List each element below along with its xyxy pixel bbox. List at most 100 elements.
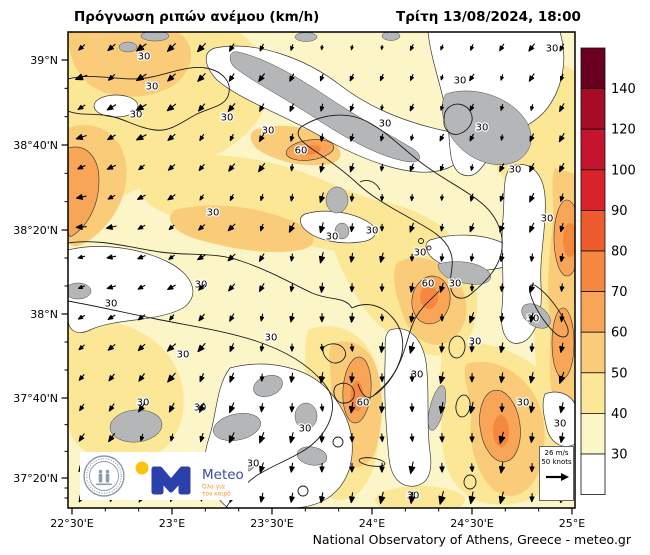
wind-arrow [137, 224, 146, 230]
wind-arrow [499, 342, 505, 353]
lon-tick-label: 23°E [159, 517, 185, 530]
wind-legend-speed-knots: 50 knots [541, 458, 572, 467]
wind-arrow [559, 432, 565, 443]
wind-arrow [319, 73, 325, 82]
wind-arrow [228, 73, 235, 82]
wind-arrow [558, 371, 566, 384]
wind-arrow [559, 103, 565, 112]
wind-arrow [198, 313, 205, 322]
wind-arrow [137, 343, 146, 352]
contour-label: 30 [379, 119, 392, 130]
wind-arrow [499, 163, 505, 173]
colorbar-cell [580, 47, 606, 89]
wind-arrow [106, 284, 117, 290]
wind-arrow [439, 313, 445, 322]
wind-arrow [439, 432, 445, 443]
lat-tick-label: 37°40'N [13, 392, 58, 405]
wind-arrow [289, 462, 295, 473]
wind-arrow [75, 224, 87, 230]
wind-arrow [529, 192, 535, 203]
wind-arrow [289, 73, 295, 82]
wind-arrow [500, 134, 504, 141]
lon-tick-label: 24°E [359, 517, 385, 530]
wind-arrow [438, 371, 446, 384]
wind-arrow [107, 314, 116, 320]
wind-arrow [136, 103, 147, 111]
wind-arrow [136, 43, 147, 52]
wind-arrow [319, 403, 325, 412]
wind-arrow [166, 343, 177, 352]
wind-arrow [470, 44, 474, 51]
wind-arrow [469, 133, 475, 142]
wind-arrow [469, 463, 475, 473]
wind-arrow [470, 164, 474, 171]
contour-label: 30 [105, 299, 118, 310]
wind-arrow [469, 253, 475, 262]
wind-arrow [319, 162, 325, 173]
wind-arrow [289, 372, 295, 383]
wind-arrow [107, 343, 116, 351]
wind-arrow [469, 103, 475, 112]
wind-arrow [169, 314, 175, 321]
wind-arrow [167, 133, 176, 141]
wind-arrow [319, 462, 325, 473]
wind-arrow [380, 104, 384, 111]
forecast-datetime: Τρίτη 13/08/2024, 18:00 [396, 9, 581, 25]
contour-label: 30 [407, 491, 420, 502]
wind-arrow [349, 433, 355, 443]
wind-arrow [558, 162, 565, 173]
wind-arrow [78, 433, 85, 442]
wind-arrow [107, 134, 116, 141]
wind-arrow [78, 285, 86, 289]
wind-arrow [529, 343, 535, 353]
wind-arrow [167, 284, 176, 291]
contour-label: 30 [195, 280, 208, 291]
wind-arrow [289, 492, 295, 503]
wind-arrow [528, 43, 535, 52]
wind-arrow [259, 43, 265, 52]
wind-arrow [500, 74, 504, 81]
contour-label: 30 [509, 165, 522, 176]
wind-arrow [408, 461, 416, 475]
contour-label: 30 [221, 113, 234, 124]
wind-arrow [197, 254, 206, 261]
wind-arrow [319, 432, 325, 443]
contour-label: 30 [454, 76, 467, 87]
wind-arrow [78, 44, 86, 51]
wind-arrow [499, 193, 505, 202]
wind-arrow [108, 432, 116, 443]
wind-arrow [139, 433, 145, 442]
colorbar-cell [580, 88, 606, 130]
wind-arrow [77, 104, 86, 111]
wind-arrow [106, 104, 117, 111]
wind-arrow [379, 462, 385, 473]
wind-arrow [439, 163, 445, 172]
wind-arrow [468, 401, 476, 414]
wind-arrow [529, 222, 535, 233]
wind-arrow [107, 43, 116, 52]
wind-arrow [499, 222, 505, 233]
colorbar-cell [580, 169, 606, 211]
colorbar-label: 60 [611, 326, 628, 341]
wind-arrow [107, 73, 116, 81]
wind-arrow [469, 283, 475, 292]
contour-label: 30 [130, 110, 143, 121]
wind-arrow [137, 284, 146, 290]
wind-arrow [559, 43, 565, 52]
lat-tick-label: 38°20'N [13, 224, 58, 237]
wind-arrow [409, 253, 415, 262]
wind-arrow [199, 433, 205, 443]
wind-legend-arrow-icon [545, 473, 569, 482]
wind-arrow [319, 192, 325, 203]
wind-arrow [289, 312, 295, 323]
wind-arrow [379, 373, 385, 383]
wind-arrow [259, 223, 265, 232]
wind-arrow [289, 432, 295, 444]
meteo-logo-m-icon [151, 466, 191, 495]
contour-label: 30 [265, 333, 278, 344]
wind-arrow [529, 432, 535, 443]
wind-arrow [136, 134, 147, 141]
wind-arrow [168, 224, 175, 231]
wind-arrow [227, 223, 236, 232]
wind-arrow [259, 343, 265, 352]
